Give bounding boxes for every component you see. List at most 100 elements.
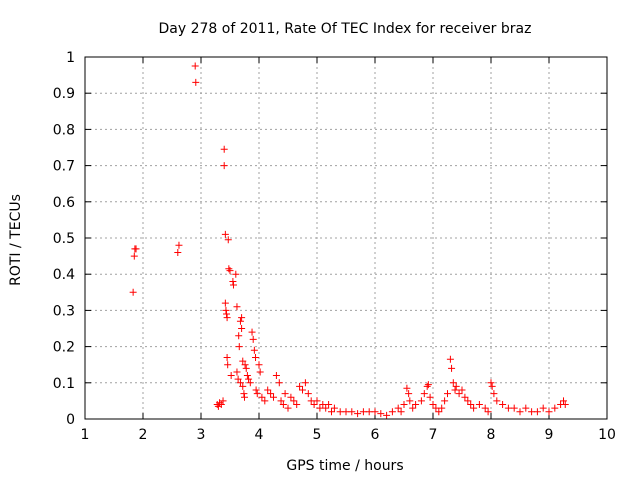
data-point <box>250 346 258 354</box>
data-point <box>516 408 524 416</box>
data-point <box>220 162 228 170</box>
data-point <box>561 401 569 409</box>
data-point <box>383 411 391 419</box>
data-point <box>409 404 417 412</box>
data-point <box>490 390 498 398</box>
data-point <box>238 314 246 322</box>
data-point <box>400 401 408 409</box>
data-point <box>510 404 518 412</box>
x-tick-label: 5 <box>313 427 322 443</box>
data-point <box>296 382 304 390</box>
data-point <box>242 364 250 372</box>
data-point <box>129 288 137 296</box>
x-tick-label: 7 <box>429 427 438 443</box>
chart-title: Day 278 of 2011, Rate Of TEC Index for r… <box>159 21 532 37</box>
data-point <box>438 404 446 412</box>
data-point <box>235 332 243 340</box>
data-point <box>224 236 232 244</box>
data-point <box>272 372 280 380</box>
data-point <box>229 277 237 285</box>
data-point <box>233 368 241 376</box>
data-point <box>488 382 496 390</box>
data-point <box>487 379 495 387</box>
data-point <box>267 390 275 398</box>
data-point <box>217 401 225 409</box>
x-tick-label: 6 <box>371 427 380 443</box>
data-point <box>245 375 253 383</box>
data-point <box>226 267 234 275</box>
data-point <box>551 404 559 412</box>
data-point <box>216 399 224 407</box>
grid <box>85 57 607 419</box>
data-point <box>241 393 248 401</box>
data-point <box>275 379 283 387</box>
data-point <box>235 343 243 351</box>
data-point <box>233 303 241 311</box>
data-point <box>484 408 492 416</box>
data-point <box>293 401 301 409</box>
data-point <box>441 397 449 405</box>
data-point <box>132 245 140 253</box>
data-point <box>261 397 269 405</box>
data-point <box>253 390 261 398</box>
x-tick-label: 4 <box>255 427 264 443</box>
y-tick-label: 0 <box>66 412 75 428</box>
data-point <box>493 397 501 405</box>
data-point <box>248 328 256 336</box>
data-point <box>455 390 463 398</box>
data-point <box>429 401 437 409</box>
data-point <box>435 408 443 416</box>
data-point <box>405 390 413 398</box>
data-point <box>239 382 247 390</box>
y-tick-label: 0.6 <box>53 195 75 211</box>
data-point <box>225 265 233 273</box>
data-point <box>255 361 263 369</box>
data-point <box>545 408 553 416</box>
data-point <box>222 306 230 314</box>
y-tick-label: 0.5 <box>53 231 75 247</box>
data-point <box>301 379 309 387</box>
x-tick-label: 1 <box>81 427 90 443</box>
data-point <box>229 281 237 289</box>
data-point <box>452 382 460 390</box>
data-point <box>232 270 240 278</box>
data-point <box>325 401 333 409</box>
data-point <box>240 390 248 398</box>
data-point <box>191 62 199 70</box>
data-point <box>310 401 318 409</box>
data-point <box>252 353 260 361</box>
data-point <box>446 355 454 363</box>
data-point <box>221 230 229 238</box>
y-tick-label: 0.7 <box>53 159 75 175</box>
data-point <box>277 397 285 405</box>
data-point <box>234 375 242 383</box>
y-tick-label: 0.2 <box>53 340 75 356</box>
data-point <box>192 78 200 86</box>
data-point <box>426 393 434 401</box>
data-point <box>270 393 277 401</box>
x-tick-label: 9 <box>545 427 554 443</box>
y-tick-label: 0.1 <box>53 376 75 392</box>
y-tick-label: 0.3 <box>53 303 75 319</box>
x-tick-label: 8 <box>487 427 496 443</box>
data-point <box>299 386 306 394</box>
data-point <box>444 390 451 398</box>
data-point <box>420 390 428 398</box>
data-point <box>258 393 266 401</box>
data-point <box>227 372 235 380</box>
data-point <box>130 252 138 260</box>
x-axis-label: GPS time / hours <box>286 458 403 474</box>
data-point <box>470 404 478 412</box>
data-point <box>328 408 335 416</box>
y-tick-label: 1 <box>66 50 75 66</box>
data-point <box>304 390 312 398</box>
data-point <box>246 379 254 387</box>
data-point <box>313 397 321 405</box>
data-point <box>264 386 272 394</box>
data-point <box>239 357 247 365</box>
data-point <box>256 368 264 376</box>
data-point <box>424 381 432 389</box>
data-point <box>394 404 402 412</box>
